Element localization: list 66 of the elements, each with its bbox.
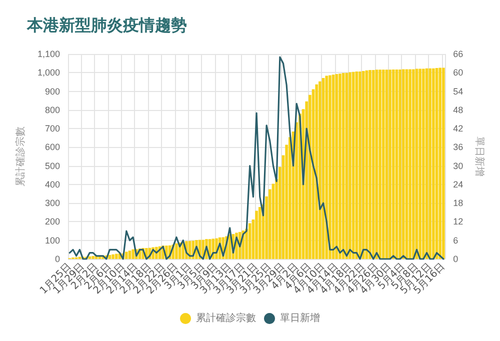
bar <box>438 68 442 259</box>
y2-tick-label: 60 <box>453 68 464 78</box>
y-axis-title: 累計確診宗數 <box>14 126 26 186</box>
y-tick-label: 1,100 <box>37 49 60 59</box>
bar <box>335 74 338 259</box>
bar <box>258 207 262 259</box>
bar <box>112 254 114 259</box>
bar <box>358 72 362 259</box>
bar <box>365 70 368 259</box>
bar <box>432 68 435 259</box>
bar <box>368 70 372 259</box>
y-tick-label: 300 <box>44 198 60 208</box>
y-tick-label: 400 <box>44 179 60 190</box>
bar <box>92 256 94 259</box>
line-series <box>68 56 444 260</box>
bar <box>428 68 432 259</box>
y-tick-label: 900 <box>44 86 60 96</box>
bar <box>402 69 405 259</box>
y2-tick-label: 18 <box>453 198 464 208</box>
bar <box>392 69 395 259</box>
legend-label: 單日新增 <box>280 312 320 324</box>
bar <box>175 243 178 259</box>
y-tick-label: 200 <box>44 216 60 227</box>
bar <box>318 81 322 259</box>
bar <box>124 252 128 259</box>
bar <box>418 68 422 259</box>
y-tick-label: 700 <box>44 124 60 134</box>
bar <box>408 69 412 259</box>
bar <box>382 70 385 259</box>
bar <box>345 72 348 259</box>
bar <box>248 223 252 259</box>
bar <box>348 72 352 259</box>
bar <box>398 69 402 259</box>
bar <box>388 70 392 259</box>
legend-label: 累計確診宗數 <box>196 312 256 324</box>
y2-tick-label: 54 <box>453 86 464 96</box>
y2-tick-label: 48 <box>453 104 464 115</box>
bar <box>315 84 318 259</box>
y-tick-label: 500 <box>44 160 60 171</box>
y2-tick-label: 42 <box>453 124 464 134</box>
bar <box>355 72 358 259</box>
bar <box>132 249 134 259</box>
bar <box>378 70 382 259</box>
bar <box>338 74 342 259</box>
bar <box>325 76 328 259</box>
y2-tick-label: 6 <box>453 235 458 246</box>
y2-axis-title: 單日新增 <box>474 136 486 176</box>
y2-tick-label: 12 <box>453 216 464 227</box>
y2-tick-label: 0 <box>453 254 458 264</box>
y-tick-label: 600 <box>44 142 60 152</box>
bar <box>442 68 445 259</box>
bar <box>114 254 118 259</box>
y-tick-label: 800 <box>44 104 60 115</box>
chart-title: 本港新型肺炎疫情趨勢 <box>26 16 187 34</box>
bar <box>412 69 415 259</box>
bar <box>422 68 425 259</box>
bar <box>372 70 375 259</box>
y-tick-label: 0 <box>54 254 60 264</box>
y2-tick-label: 24 <box>453 179 464 190</box>
y2-tick-label: 30 <box>453 160 464 171</box>
y2-tick-label: 36 <box>453 142 464 152</box>
bar <box>328 75 332 259</box>
y-tick-label: 1,000 <box>37 68 60 78</box>
bar <box>255 210 258 259</box>
y2-tick-label: 66 <box>453 49 464 59</box>
y-tick-label: 100 <box>44 235 60 246</box>
